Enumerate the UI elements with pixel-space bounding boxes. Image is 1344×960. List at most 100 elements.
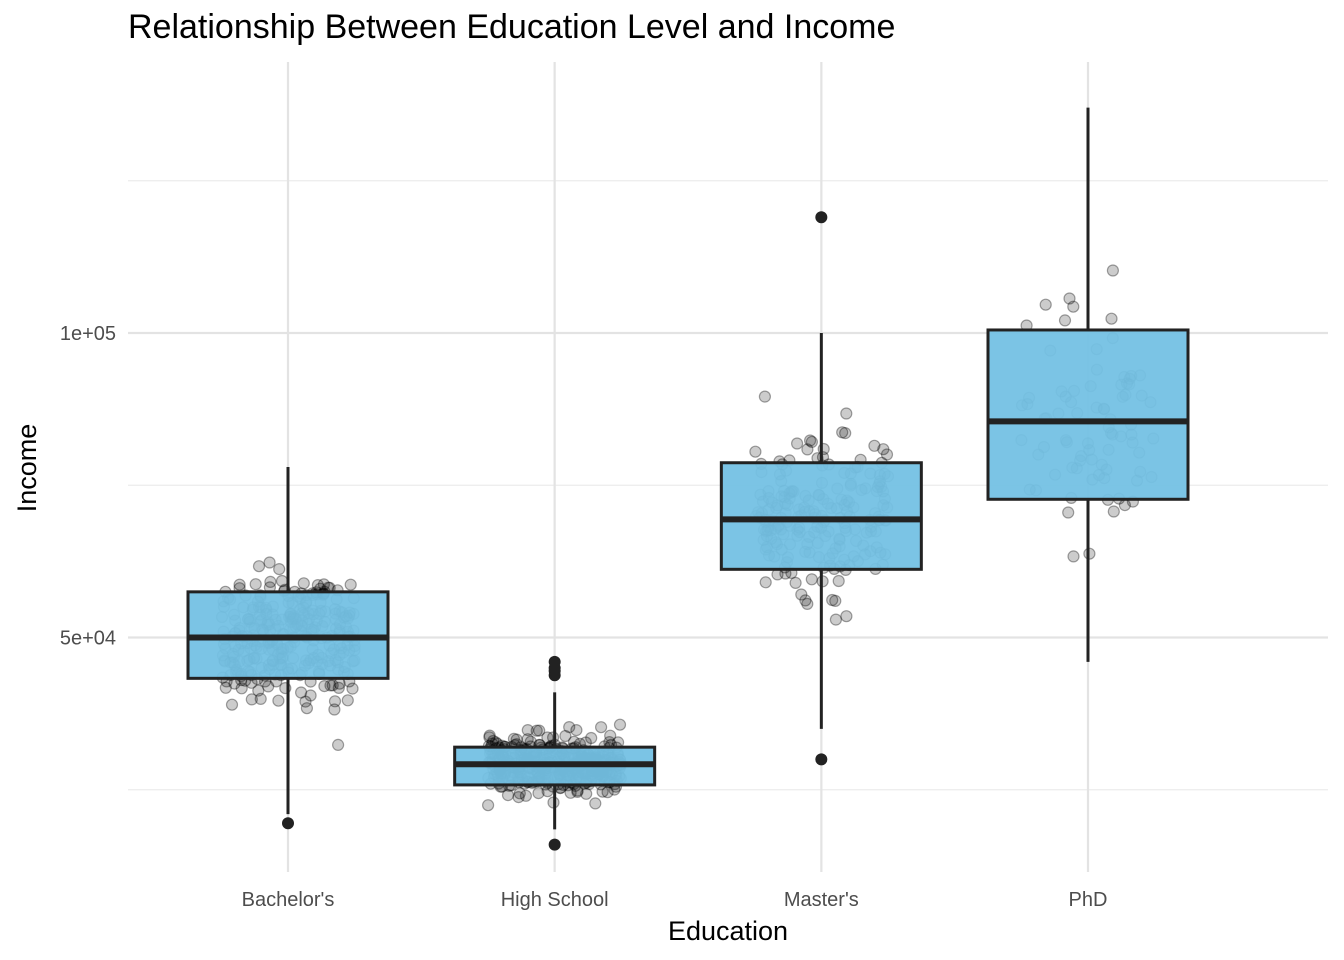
- data-point: [483, 729, 496, 742]
- data-point: [1063, 292, 1076, 305]
- data-point: [1105, 312, 1118, 325]
- data-point: [789, 576, 802, 590]
- data-point: [482, 799, 495, 812]
- data-point: [826, 593, 839, 607]
- data-point: [219, 681, 232, 694]
- y-axis-title: Income: [12, 424, 42, 513]
- data-point: [840, 407, 853, 420]
- data-point: [604, 729, 617, 742]
- data-point: [299, 695, 312, 708]
- data-point: [263, 556, 276, 569]
- data-point: [519, 789, 533, 802]
- data-point: [254, 692, 267, 706]
- data-point: [541, 731, 554, 744]
- data-point: [829, 594, 842, 608]
- data-point: [868, 439, 881, 452]
- data-point: [272, 694, 285, 707]
- data-point: [801, 597, 814, 611]
- data-point: [601, 786, 614, 799]
- x-tick-label: PhD: [1069, 889, 1108, 911]
- data-point: [295, 686, 308, 699]
- data-point: [1058, 314, 1072, 327]
- data-point: [262, 680, 275, 693]
- data-point: [487, 734, 500, 748]
- axis-labels: 5e+04 1e+05 Bachelor's High School Master's P…: [60, 323, 1108, 911]
- x-tick-label: Master's: [784, 889, 859, 911]
- data-point: [564, 786, 577, 799]
- data-point: [805, 435, 819, 448]
- data-point: [1118, 499, 1132, 512]
- outlier-point: [548, 838, 561, 851]
- x-tick-label: High School: [501, 889, 609, 911]
- data-point: [324, 679, 337, 692]
- data-point: [317, 578, 330, 591]
- data-point: [341, 694, 354, 707]
- boxes: [186, 107, 1190, 851]
- data-point: [252, 684, 265, 697]
- data-point: [332, 738, 345, 752]
- data-point: [880, 448, 894, 461]
- data-point: [273, 562, 286, 576]
- data-point: [297, 577, 310, 590]
- data-point: [225, 698, 239, 711]
- outlier-point: [815, 211, 828, 224]
- data-point: [530, 724, 543, 737]
- box-iqr: [986, 328, 1190, 501]
- data-point: [805, 573, 818, 586]
- data-point: [483, 731, 496, 744]
- box-iqr: [719, 461, 923, 571]
- data-point: [759, 576, 772, 589]
- data-point: [532, 786, 545, 800]
- data-point: [318, 679, 331, 693]
- data-point: [344, 578, 357, 591]
- data-point: [507, 732, 521, 746]
- data-point: [839, 427, 852, 440]
- data-point: [1039, 298, 1052, 311]
- data-point: [264, 575, 277, 589]
- data-point: [559, 729, 572, 743]
- data-point: [501, 788, 515, 802]
- data-point: [235, 682, 248, 695]
- data-point: [233, 578, 246, 591]
- outlier-point: [548, 655, 561, 668]
- data-point: [300, 702, 313, 715]
- data-point: [758, 390, 772, 403]
- data-point: [346, 682, 359, 695]
- data-point: [840, 610, 853, 623]
- data-point: [563, 720, 576, 734]
- x-tick-label: Bachelor's: [242, 889, 335, 911]
- data-point: [801, 443, 814, 456]
- y-tick-label: 5e+04: [60, 628, 116, 650]
- data-point: [594, 721, 608, 734]
- outlier-point: [282, 817, 294, 830]
- data-point: [513, 787, 526, 800]
- chart-title: Relationship Between Education Level and…: [128, 8, 896, 46]
- data-point: [877, 443, 890, 456]
- data-point: [245, 693, 258, 706]
- data-point: [790, 437, 804, 450]
- data-point: [1067, 300, 1080, 313]
- data-point: [1106, 264, 1120, 277]
- x-axis-title: Education: [668, 916, 788, 946]
- data-point: [1107, 505, 1120, 518]
- data-point: [328, 703, 341, 716]
- y-tick-label: 1e+05: [60, 323, 116, 345]
- data-point: [249, 578, 262, 591]
- data-point: [836, 426, 849, 439]
- data-point: [1062, 506, 1075, 519]
- data-point: [533, 724, 546, 737]
- data-point: [570, 723, 583, 737]
- data-point: [512, 790, 525, 804]
- data-point: [521, 733, 534, 746]
- data-point: [589, 797, 602, 810]
- data-point: [795, 588, 808, 601]
- data-point: [521, 723, 534, 737]
- outlier-point: [815, 753, 828, 766]
- data-point: [304, 689, 317, 702]
- data-point: [829, 613, 843, 626]
- data-point: [799, 594, 812, 607]
- data-point: [332, 681, 345, 695]
- data-point: [252, 560, 266, 573]
- data-point: [328, 695, 342, 708]
